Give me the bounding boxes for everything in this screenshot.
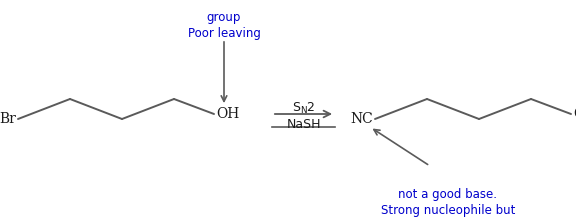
Text: Poor leaving: Poor leaving bbox=[188, 27, 260, 40]
Text: OH: OH bbox=[216, 107, 239, 121]
Text: group: group bbox=[207, 11, 241, 24]
Text: NC: NC bbox=[350, 112, 373, 126]
Text: not a good base.: not a good base. bbox=[399, 188, 498, 201]
Text: $\mathregular{S_N2}$: $\mathregular{S_N2}$ bbox=[291, 101, 315, 116]
Text: Strong nucleophile but: Strong nucleophile but bbox=[381, 204, 515, 217]
Text: OH: OH bbox=[573, 107, 576, 121]
Text: NaSH: NaSH bbox=[286, 118, 321, 131]
Text: Br: Br bbox=[0, 112, 16, 126]
